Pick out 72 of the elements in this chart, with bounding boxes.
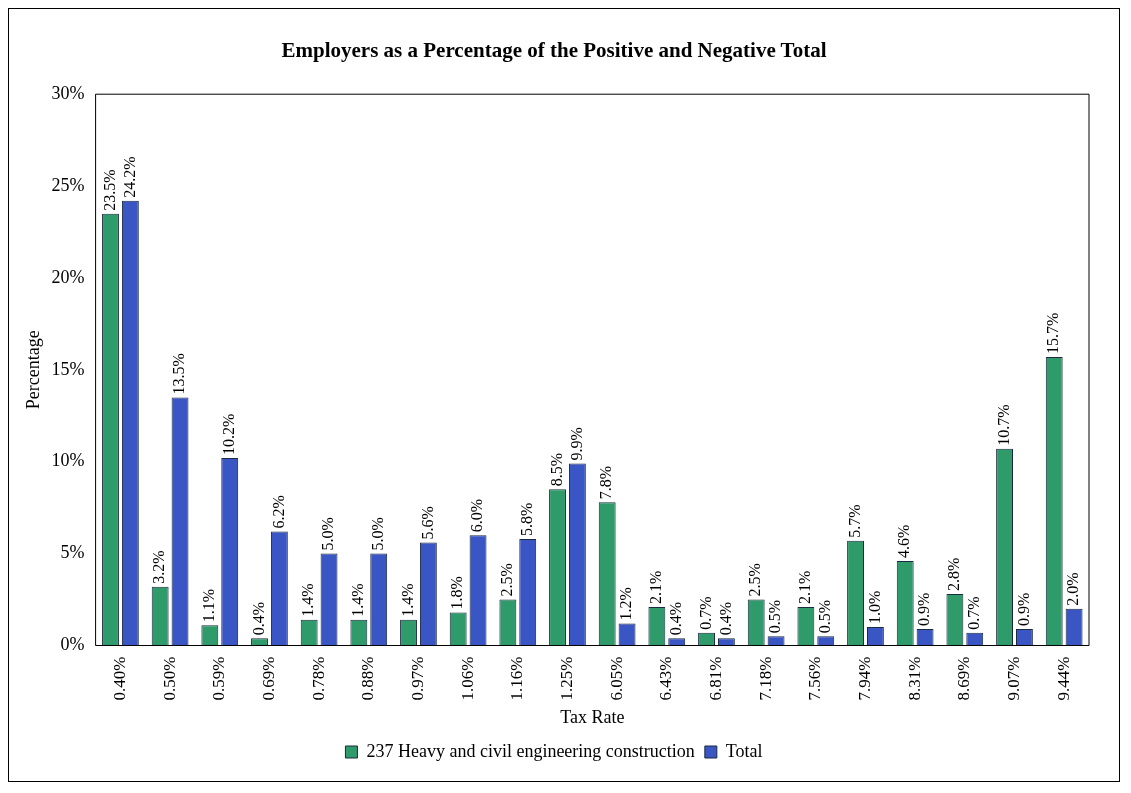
data-label: 6.2% — [269, 495, 287, 529]
data-label: 10.2% — [219, 413, 237, 456]
x-tick-label: 6.43% — [656, 656, 676, 701]
y-tick-label: 20% — [51, 266, 85, 287]
data-label: 1.4% — [398, 583, 416, 617]
x-axis-title: Tax Rate — [560, 706, 625, 727]
y-tick-label: 30% — [51, 82, 85, 103]
data-label: 5.0% — [319, 517, 337, 551]
data-label: 4.6% — [895, 524, 913, 558]
data-label: 8.5% — [547, 452, 565, 487]
data-label: 1.4% — [349, 583, 367, 617]
data-label: 9.9% — [567, 427, 585, 461]
x-tick-label: 0.97% — [407, 656, 427, 701]
data-label: 0.7% — [696, 596, 714, 630]
y-axis-title: Percentage — [22, 330, 43, 410]
data-label: 1.0% — [865, 590, 883, 625]
x-tick-label: 7.56% — [805, 656, 825, 701]
data-label: 0.5% — [766, 599, 784, 634]
x-tick-label: 8.31% — [904, 656, 924, 701]
data-label: 2.5% — [746, 563, 764, 597]
y-tick-label: 10% — [51, 450, 85, 471]
x-tick-label: 0.88% — [358, 656, 378, 701]
y-tick-label: 0% — [60, 634, 85, 655]
data-label: 10.7% — [994, 404, 1012, 446]
data-label: 2.5% — [498, 563, 516, 597]
x-tick-label: 8.69% — [954, 656, 974, 701]
x-tick-label: 0.69% — [258, 656, 278, 701]
data-label: 0.4% — [249, 601, 267, 636]
x-tick-label: 6.05% — [606, 656, 626, 701]
data-label: 2.1% — [796, 570, 814, 604]
x-tick-label: 0.59% — [209, 656, 229, 701]
data-label: 0.9% — [1014, 592, 1032, 626]
data-label: 5.7% — [845, 504, 863, 538]
chart-title: Employers as a Percentage of the Positive and Negative Total — [281, 38, 827, 63]
x-tick-label: 0.40% — [109, 656, 129, 701]
data-label: 5.6% — [418, 506, 436, 540]
data-label: 24.2% — [120, 156, 138, 198]
data-label: 0.7% — [964, 596, 982, 630]
x-tick-label: 6.81% — [705, 656, 725, 701]
data-label: 23.5% — [100, 169, 118, 211]
data-label: 1.8% — [448, 576, 466, 610]
x-tick-label: 7.94% — [854, 656, 874, 701]
y-tick-label: 25% — [51, 174, 85, 195]
x-tick-label: 7.18% — [755, 656, 775, 701]
data-label: 2.8% — [945, 557, 963, 592]
x-tick-label: 0.78% — [308, 656, 328, 701]
data-label: 1.2% — [617, 587, 635, 621]
data-label: 0.5% — [815, 599, 833, 634]
data-label: 2.1% — [647, 570, 665, 604]
data-label: 13.5% — [170, 353, 188, 395]
data-label: 7.8% — [597, 465, 615, 500]
data-label: 3.2% — [150, 550, 168, 584]
x-tick-label: 1.06% — [457, 656, 477, 701]
legend-label: 237 Heavy and civil engineering construction — [366, 740, 695, 761]
y-tick-label: 15% — [51, 358, 85, 379]
data-label: 1.4% — [299, 583, 317, 617]
data-label: 1.1% — [200, 588, 218, 623]
data-label: 0.9% — [915, 592, 933, 626]
x-tick-label: 0.50% — [159, 656, 179, 701]
data-label: 5.0% — [368, 517, 386, 551]
y-tick-label: 5% — [60, 542, 85, 563]
data-label: 0.4% — [666, 601, 684, 636]
x-tick-label: 1.25% — [556, 656, 576, 701]
data-label: 2.0% — [1064, 572, 1082, 606]
data-label: 6.0% — [468, 498, 486, 533]
x-tick-label: 9.07% — [1003, 656, 1023, 701]
data-label: 0.4% — [716, 601, 734, 636]
data-label: 15.7% — [1044, 312, 1062, 354]
x-tick-label: 1.16% — [507, 656, 527, 701]
data-label: 5.8% — [517, 502, 535, 536]
x-tick-label: 9.44% — [1053, 656, 1073, 701]
legend-label: Total — [725, 740, 763, 761]
